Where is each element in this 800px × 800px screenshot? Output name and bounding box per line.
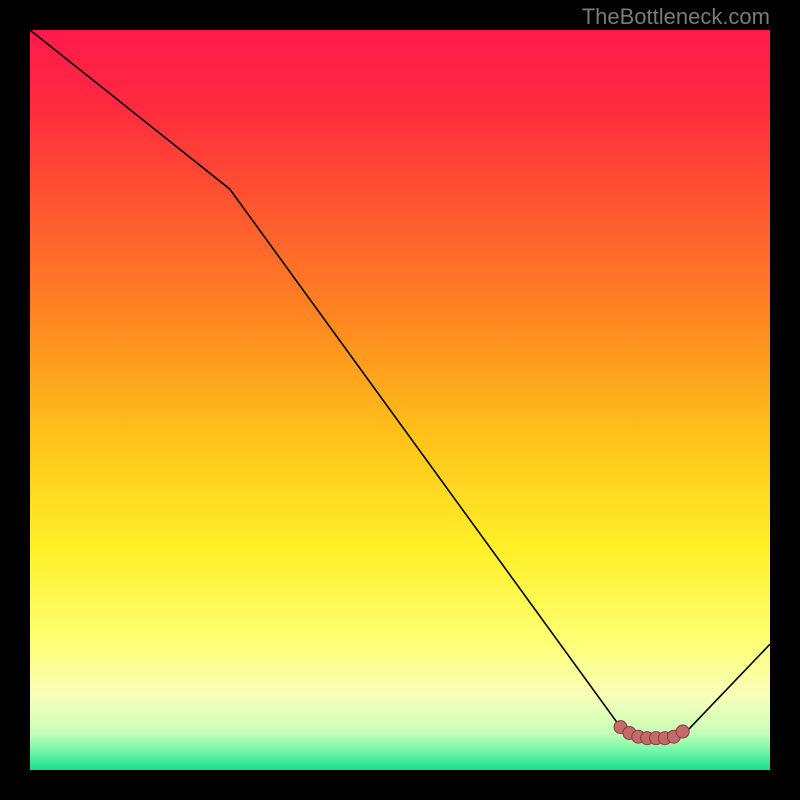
gradient-line-chart [30, 30, 770, 770]
gradient-fill [30, 30, 770, 770]
watermark-text: TheBottleneck.com [582, 4, 770, 30]
chart-plot-area [30, 30, 770, 770]
data-marker [676, 725, 689, 738]
